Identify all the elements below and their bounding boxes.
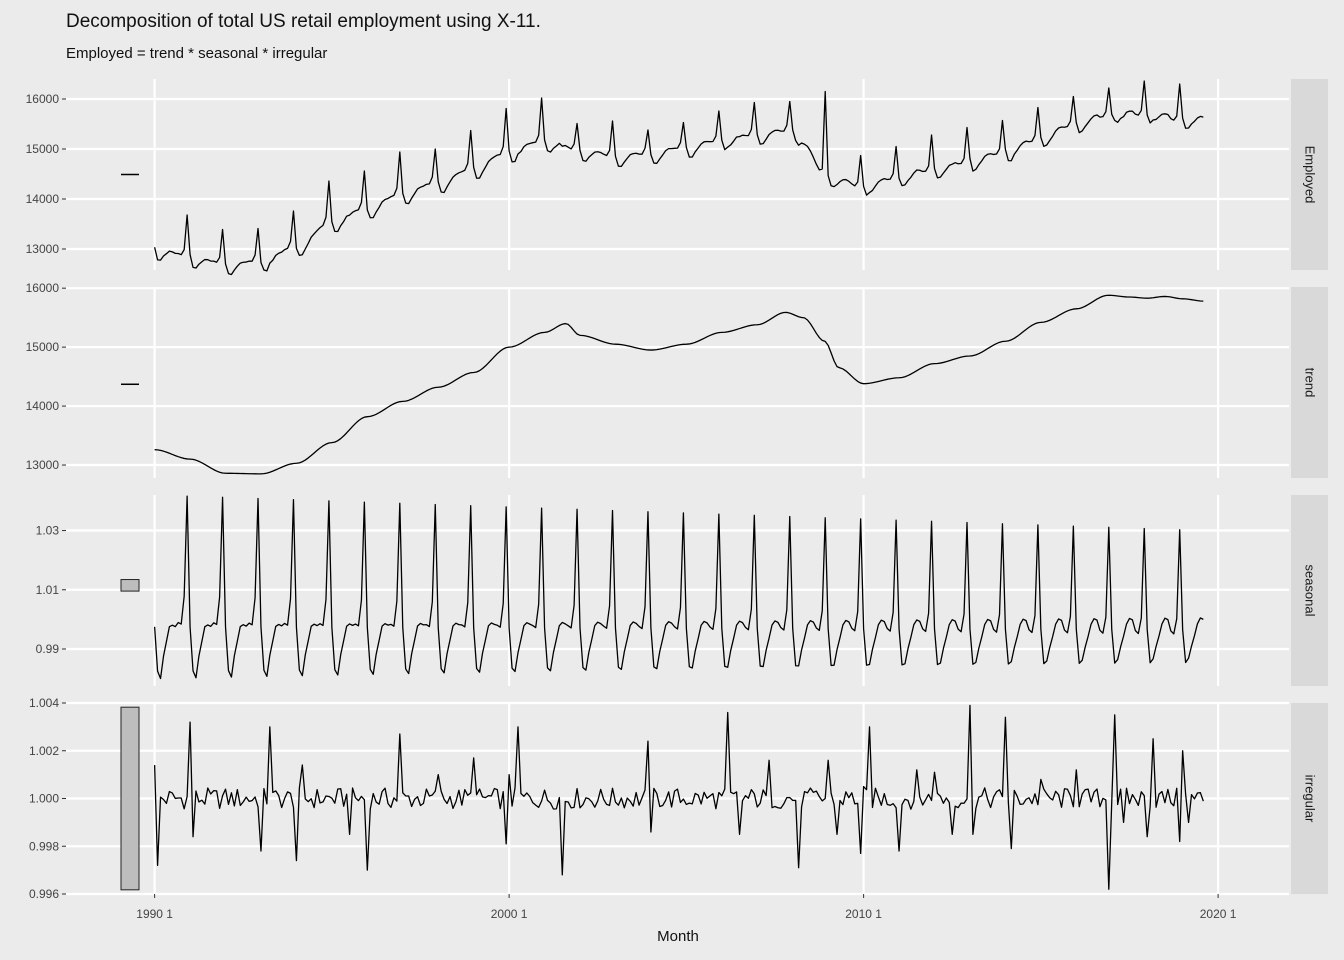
y-tick-label: 15000 (26, 340, 60, 354)
y-tick-label: 1.002 (29, 744, 59, 758)
panel-background (66, 79, 1289, 270)
range-bar-employed (121, 173, 139, 176)
series-line-seasonal (153, 495, 1204, 680)
panel-background (66, 287, 1289, 478)
series-line-employed (153, 80, 1204, 276)
panel-seasonal: 0.99 1.01 1.03 seasonal (36, 495, 1328, 686)
strip-label-seasonal: seasonal (1303, 564, 1318, 616)
x-tick-label: 2020 1 (1200, 907, 1237, 921)
strip-seasonal (1291, 495, 1328, 686)
y-tick-label: 16000 (26, 281, 60, 295)
y-tick-label: 15000 (26, 142, 60, 156)
chart-title: Decomposition of total US retail employm… (66, 11, 541, 32)
y-tick-label: 0.996 (29, 887, 59, 901)
strip-trend (1291, 287, 1328, 478)
panel-irregular: 0.996 0.998 1.000 1.002 1.004 irregular (29, 696, 1328, 901)
y-tick-label: 14000 (26, 192, 60, 206)
series-line-irregular (153, 704, 1204, 890)
y-tick-label: 0.99 (36, 642, 60, 656)
y-tick-label: 16000 (26, 92, 60, 106)
panel-trend: 13000 14000 15000 16000 trend (26, 281, 1328, 478)
panel-employed: 13000 14000 15000 16000 Employed (26, 79, 1328, 276)
range-bar-seasonal (120, 579, 140, 592)
y-tick-label: 0.998 (29, 839, 59, 853)
x-tick-label: 2000 1 (491, 907, 528, 921)
y-tick-label: 13000 (26, 458, 60, 472)
y-tick-label: 13000 (26, 242, 60, 256)
chart-subtitle: Employed = trend * seasonal * irregular (66, 45, 328, 62)
y-tick-label: 1.03 (36, 524, 60, 538)
y-tick-label: 1.01 (36, 583, 60, 597)
x-tick-label: 1990 1 (136, 907, 173, 921)
x-axis-label: Month (657, 928, 699, 945)
y-tick-label: 1.000 (29, 792, 59, 806)
strip-irregular (1291, 703, 1328, 894)
range-bar-trend (121, 383, 139, 386)
strip-label-employed: Employed (1303, 146, 1318, 204)
series-line-trend (154, 294, 1204, 475)
strip-label-trend: trend (1303, 368, 1318, 398)
range-bar-irregular (120, 706, 140, 891)
strip-employed (1291, 79, 1328, 270)
y-tick-label: 14000 (26, 399, 60, 413)
x-tick-label: 2010 1 (845, 907, 882, 921)
y-tick-label: 1.004 (29, 696, 59, 710)
strip-label-irregular: irregular (1303, 775, 1318, 823)
